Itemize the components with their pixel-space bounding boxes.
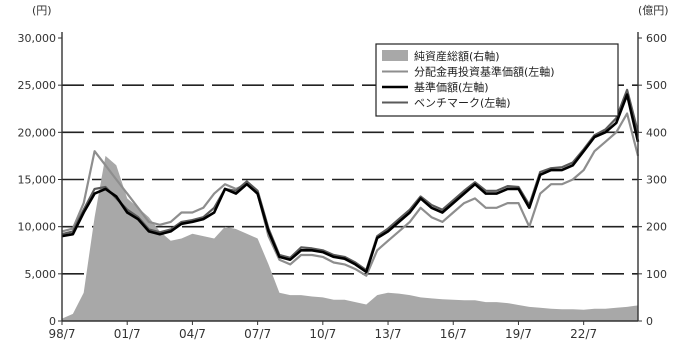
left-tick-label: 10,000 (18, 221, 57, 234)
x-tick-label: 16/7 (440, 327, 467, 341)
right-tick-label: 500 (646, 79, 667, 92)
right-axis-ticks: 0 100 200 300 400 500 600 (638, 32, 667, 328)
legend-label: 分配金再投資基準価額(左軸) (414, 65, 555, 79)
series-line-reinvested-nav (61, 112, 640, 277)
series-lines-group (61, 88, 640, 277)
x-tick-label: 22/7 (570, 327, 597, 341)
x-tick-label: 10/7 (309, 327, 336, 341)
legend-label: 基準価額(左軸) (414, 80, 489, 94)
x-tick-label: 19/7 (505, 327, 532, 341)
series-line-benchmark (61, 88, 640, 272)
left-tick-label: 30,000 (18, 32, 57, 45)
left-tick-label: 25,000 (18, 79, 57, 92)
left-tick-label: 15,000 (18, 174, 57, 187)
x-tick-label: 01/7 (114, 327, 141, 341)
left-tick-label: 20,000 (18, 126, 57, 139)
x-tick-label: 04/7 (179, 327, 206, 341)
left-axis-unit: (円) (32, 4, 52, 17)
legend-swatch (382, 50, 408, 61)
x-axis-ticks: 98/7 01/7 04/7 07/7 10/7 13/7 16/7 19/7 22/7 (49, 321, 597, 341)
legend-label: 純資産総額(右軸) (414, 49, 500, 63)
right-tick-label: 300 (646, 174, 667, 187)
legend: 純資産総額(右軸) 分配金再投資基準価額(左軸)基準価額(左軸) ベンチマーク(左軸… (375, 43, 619, 117)
right-tick-label: 100 (646, 268, 667, 281)
right-tick-label: 400 (646, 126, 667, 139)
left-tick-label: 0 (49, 315, 56, 328)
legend-box (375, 43, 619, 117)
series-line-nav (61, 93, 640, 274)
right-tick-label: 600 (646, 32, 667, 45)
x-tick-label: 07/7 (244, 327, 271, 341)
legend-label: ベンチマーク(左軸) (414, 96, 511, 110)
right-tick-label: 200 (646, 221, 667, 234)
series-area-group (62, 155, 638, 321)
left-tick-label: 5,000 (25, 268, 57, 281)
x-tick-label: 98/7 (49, 327, 76, 341)
axes (61, 32, 639, 322)
right-tick-label: 0 (646, 315, 653, 328)
left-axis-ticks: 0 5,000 10,000 15,000 20,000 25,000 30,000 (18, 32, 62, 328)
x-tick-label: 13/7 (375, 327, 402, 341)
series-area-net-assets (62, 155, 638, 321)
right-axis-unit: (億円) (638, 4, 669, 17)
